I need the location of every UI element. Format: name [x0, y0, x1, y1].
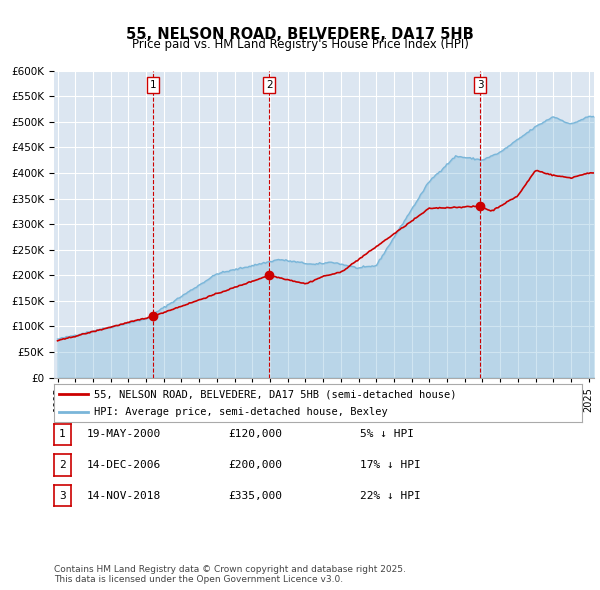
Text: Contains HM Land Registry data © Crown copyright and database right 2025.
This d: Contains HM Land Registry data © Crown c…: [54, 565, 406, 584]
Text: 3: 3: [477, 80, 484, 90]
Text: 2: 2: [266, 80, 272, 90]
Text: 19-MAY-2000: 19-MAY-2000: [87, 430, 161, 439]
Text: 55, NELSON ROAD, BELVEDERE, DA17 5HB (semi-detached house): 55, NELSON ROAD, BELVEDERE, DA17 5HB (se…: [94, 389, 456, 399]
Text: 14-DEC-2006: 14-DEC-2006: [87, 460, 161, 470]
Text: 1: 1: [149, 80, 156, 90]
Text: 5% ↓ HPI: 5% ↓ HPI: [360, 430, 414, 439]
Text: 55, NELSON ROAD, BELVEDERE, DA17 5HB: 55, NELSON ROAD, BELVEDERE, DA17 5HB: [126, 27, 474, 41]
Text: Price paid vs. HM Land Registry's House Price Index (HPI): Price paid vs. HM Land Registry's House …: [131, 38, 469, 51]
Text: 2: 2: [59, 460, 66, 470]
Text: 17% ↓ HPI: 17% ↓ HPI: [360, 460, 421, 470]
Text: £120,000: £120,000: [228, 430, 282, 439]
Text: 1: 1: [59, 430, 66, 439]
Text: 14-NOV-2018: 14-NOV-2018: [87, 491, 161, 500]
Text: HPI: Average price, semi-detached house, Bexley: HPI: Average price, semi-detached house,…: [94, 407, 388, 417]
Text: £335,000: £335,000: [228, 491, 282, 500]
Text: 22% ↓ HPI: 22% ↓ HPI: [360, 491, 421, 500]
Text: £200,000: £200,000: [228, 460, 282, 470]
Text: 3: 3: [59, 491, 66, 500]
